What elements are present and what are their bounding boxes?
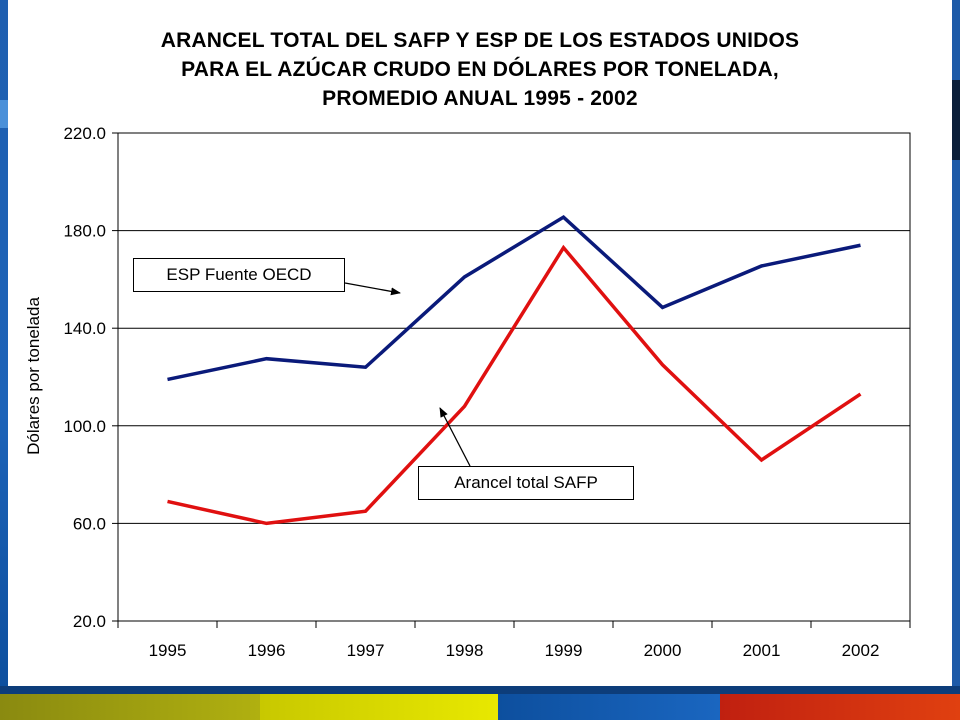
slide-bottom-line [0,686,960,694]
y-tick-label: 20.0 [73,612,106,631]
legend-callout-esp: ESP Fuente OECD [133,258,345,292]
callout-arrow-safp [439,407,471,467]
legend-callout-safp: Arancel total SAFP [418,466,634,500]
plot-area-border [117,132,911,622]
y-axis-label: Dólares por tonelada [24,297,43,455]
y-tick-label: 140.0 [63,319,106,338]
x-tick-label: 1998 [446,641,484,660]
slide-frame-right-accent [952,80,960,160]
chart-title-line-2: PARA EL AZÚCAR CRUDO EN DÓLARES POR TONE… [181,58,779,81]
chart-title-line-3: PROMEDIO ANUAL 1995 - 2002 [322,87,638,110]
x-tick-label: 2000 [644,641,682,660]
x-tick-label: 1996 [248,641,286,660]
x-tick-label: 2001 [743,641,781,660]
chart-title-line-1: ARANCEL TOTAL DEL SAFP Y ESP DE LOS ESTA… [160,29,800,52]
y-tick-label: 100.0 [63,417,106,436]
series-line-esp [167,215,861,382]
y-tick-label: 220.0 [63,124,106,143]
x-tick-label: 1997 [347,641,385,660]
x-tick-label: 1995 [149,641,187,660]
slide-frame-accent [0,100,8,128]
chart-title: ARANCEL TOTAL DEL SAFP Y ESP DE LOS ESTA… [0,26,960,113]
callout-arrow-esp [344,282,401,296]
x-tick-label: 2002 [842,641,880,660]
slide-frame-left [0,0,8,690]
x-tick-label: 1999 [545,641,583,660]
series-line-safp [167,244,862,526]
y-tick-label: 180.0 [63,222,106,241]
slide-frame-right [952,0,960,690]
callout-arrows [344,282,471,467]
axes: 20.0 60.0 100.0 140.0 180.0 220.0 1995 1996 1997… [63,124,911,660]
grid-lines [118,132,910,622]
y-tick-label: 60.0 [73,514,106,533]
series-lines [167,215,862,526]
